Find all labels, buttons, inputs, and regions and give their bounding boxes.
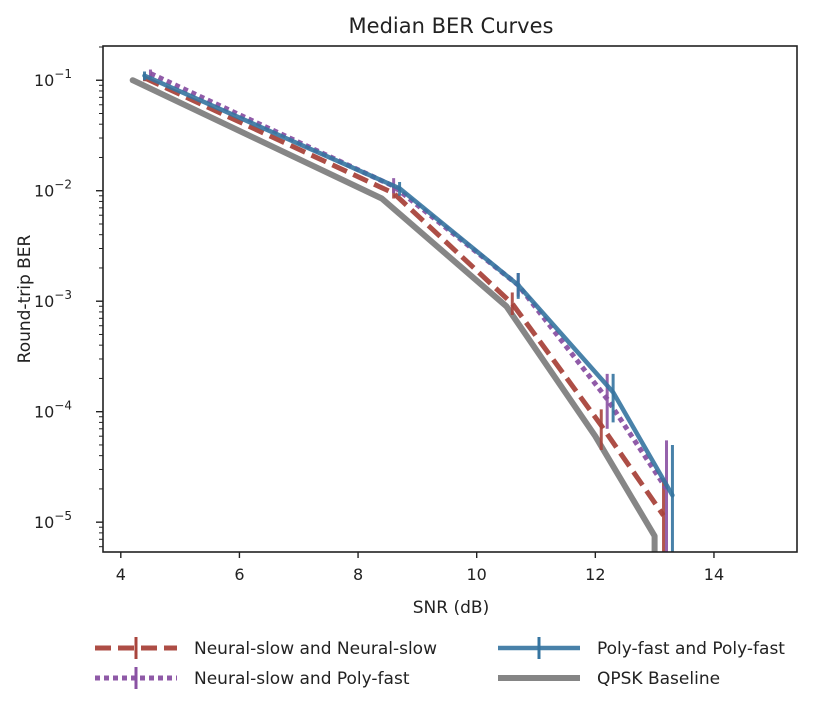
series-group	[143, 73, 666, 552]
legend-label: QPSK Baseline	[597, 669, 720, 689]
x-tick-label: 6	[234, 565, 244, 584]
x-tick-label: 12	[585, 565, 605, 584]
series-line	[129, 77, 658, 552]
y-axis: 10−1 10−2 10−3 10−4 10−5	[34, 46, 103, 548]
series-line	[143, 75, 666, 517]
series-group	[142, 71, 675, 552]
legend-label: Poly-fast and Poly-fast	[597, 639, 785, 659]
x-tick-label: 14	[704, 565, 724, 584]
y-tick-label: 10−2	[34, 178, 72, 201]
legend-item: QPSK Baseline	[498, 669, 720, 689]
legend-item: Poly-fast and Poly-fast	[498, 637, 785, 659]
x-axis: 4 6 8 10 12 14	[116, 552, 724, 584]
y-tick-label: 10−1	[34, 67, 72, 90]
x-tick-label: 8	[353, 565, 363, 584]
y-tick-label: 10−3	[34, 288, 72, 311]
legend-item: Neural-slow and Poly-fast	[95, 667, 410, 689]
series-group	[129, 77, 658, 552]
legend: Neural-slow and Neural-slow Poly-fast and…	[95, 637, 785, 689]
x-tick-label: 10	[467, 565, 487, 584]
y-axis-label: Round-trip BER	[15, 234, 35, 363]
plot-lines	[129, 69, 675, 552]
axes-frame	[102, 45, 798, 553]
series-group	[148, 69, 669, 552]
legend-label: Neural-slow and Neural-slow	[194, 639, 437, 659]
x-tick-label: 4	[116, 565, 126, 584]
legend-label: Neural-slow and Poly-fast	[194, 669, 410, 689]
chart-title: Median BER Curves	[349, 14, 554, 38]
x-axis-label: SNR (dB)	[413, 598, 489, 618]
y-tick-label: 10−4	[34, 399, 72, 422]
y-tick-label: 10−5	[34, 509, 72, 532]
legend-item: Neural-slow and Neural-slow	[95, 637, 437, 659]
